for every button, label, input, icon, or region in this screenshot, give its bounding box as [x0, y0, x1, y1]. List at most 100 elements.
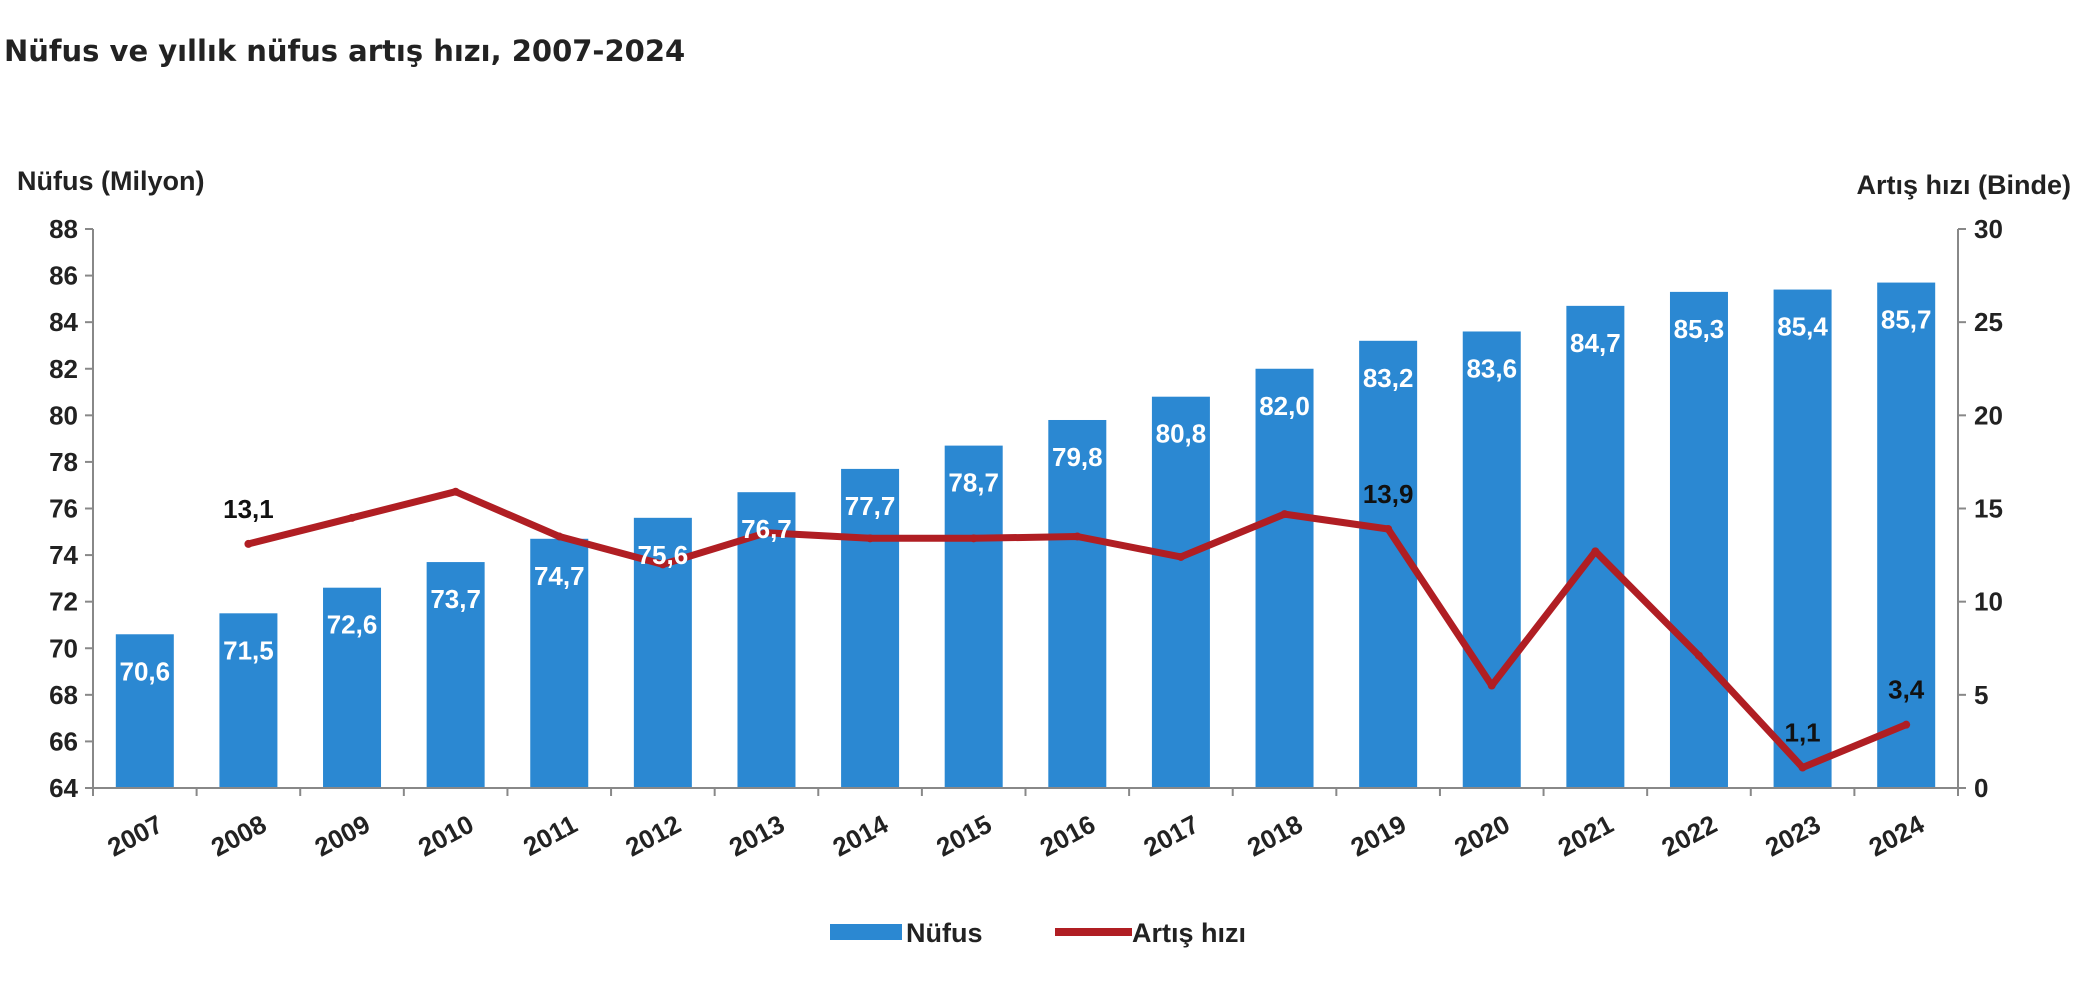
labels-layer: 70,6 71,5 72,6 73,7 74,7 75,6 76,7 77,7 78,7 79,8…: [120, 305, 1932, 748]
bar-2024: [1877, 282, 1936, 788]
y-tick-70: 70: [49, 633, 78, 663]
x-tick-2014: 2014: [828, 809, 894, 863]
x-tick-2013: 2013: [724, 809, 789, 863]
bar-2016: [1048, 419, 1107, 788]
artis-hizi-point-2017: [1176, 552, 1185, 561]
bar-label-2010: 73,7: [430, 584, 481, 614]
bar-2018: [1255, 368, 1314, 788]
bar-2008: [219, 613, 278, 788]
x-tick-2012: 2012: [621, 809, 686, 863]
x-tick-2016: 2016: [1035, 809, 1100, 863]
bar-2020: [1462, 331, 1521, 788]
x-tick-2009: 2009: [310, 809, 375, 863]
bar-2010: [426, 562, 485, 788]
legend-label-artis: Artış hızı: [1132, 918, 1246, 948]
y-tick-82: 82: [49, 354, 78, 384]
artis-hizi-point-2013: [762, 528, 771, 537]
bar-label-2020: 83,6: [1466, 353, 1517, 383]
artis-hizi-point-2008: [244, 539, 253, 548]
y-tick-72: 72: [49, 587, 78, 617]
bar-label-2008: 71,5: [223, 635, 274, 665]
bar-2009: [323, 587, 382, 788]
y-tick-68: 68: [49, 680, 78, 710]
y-tick-86: 86: [49, 261, 78, 291]
bar-label-2021: 84,7: [1570, 328, 1621, 358]
x-tick-2019: 2019: [1346, 809, 1411, 863]
y-tick-64: 64: [49, 773, 78, 803]
bar-label-2013: 76,7: [741, 514, 792, 544]
artis-hizi-point-2022: [1694, 651, 1703, 660]
x-tick-2011: 2011: [518, 809, 582, 862]
x-tick-2010: 2010: [413, 809, 478, 863]
bar-label-2009: 72,6: [327, 610, 378, 640]
y2-tick-25: 25: [1974, 307, 2003, 337]
bar-label-2019: 83,2: [1363, 363, 1414, 393]
artis-hizi-point-2016: [1073, 532, 1082, 541]
artis-hizi-point-2020: [1487, 681, 1496, 690]
artis-hizi-point-2010: [451, 487, 460, 496]
bar-label-2007: 70,6: [120, 656, 171, 686]
bar-2021: [1566, 305, 1625, 788]
x-tick-2017: 2017: [1139, 809, 1204, 863]
x-tick-2020: 2020: [1449, 809, 1514, 863]
artis-hizi-point-2011: [555, 532, 564, 541]
legend-swatch-nufus: [830, 924, 902, 940]
bar-label-2012: 75,6: [638, 540, 689, 570]
bar-label-2011: 74,7: [534, 561, 585, 591]
y2-tick-10: 10: [1974, 587, 2003, 617]
bar-2022: [1669, 291, 1728, 788]
page-title: Nüfus ve yıllık nüfus artış hızı, 2007-2…: [4, 34, 686, 68]
x-tick-2023: 2023: [1760, 809, 1825, 863]
y2-tick-15: 15: [1974, 494, 2003, 524]
y-tick-84: 84: [49, 307, 78, 337]
bar-label-2015: 78,7: [948, 468, 999, 498]
bar-2017: [1151, 396, 1210, 788]
bar-2014: [841, 468, 900, 788]
artis-hizi-point-2014: [866, 534, 875, 543]
bar-2007: [115, 634, 174, 788]
x-tick-2022: 2022: [1657, 809, 1722, 863]
y2-tick-30: 30: [1974, 214, 2003, 244]
x-tick-2015: 2015: [931, 809, 996, 863]
y2-tick-0: 0: [1974, 773, 1988, 803]
artis-hizi-point-2021: [1591, 547, 1600, 556]
y-axis-title: Nüfus (Milyon): [17, 166, 204, 196]
line-label-2008: 13,1: [223, 494, 274, 524]
artis-hizi-point-2009: [348, 513, 357, 522]
artis-hizi-point-2019: [1384, 524, 1393, 533]
x-tick-2007: 2007: [102, 809, 167, 863]
bar-label-2014: 77,7: [845, 491, 896, 521]
y2-tick-20: 20: [1974, 400, 2003, 430]
x-tick-2024: 2024: [1864, 809, 1930, 863]
x-tick-2008: 2008: [206, 809, 271, 863]
bar-label-2018: 82,0: [1259, 391, 1310, 421]
bar-label-2017: 80,8: [1156, 419, 1207, 449]
artis-hizi-point-2012: [658, 560, 667, 569]
y-tick-66: 66: [49, 726, 78, 756]
line-label-2023: 1,1: [1785, 718, 1821, 748]
bar-2011: [530, 538, 589, 788]
legend-label-nufus: Nüfus: [906, 918, 983, 948]
bars-layer: [115, 282, 1936, 788]
line-label-2024: 3,4: [1888, 675, 1925, 705]
artis-hizi-point-2015: [969, 534, 978, 543]
x-tick-2021: 2021: [1553, 809, 1618, 863]
bar-label-2022: 85,3: [1674, 314, 1725, 344]
artis-hizi-point-2023: [1798, 763, 1807, 772]
bar-label-2024: 85,7: [1881, 305, 1932, 335]
x-tick-2018: 2018: [1242, 809, 1307, 863]
line-layer: [244, 487, 1911, 772]
bar-label-2016: 79,8: [1052, 442, 1103, 472]
bar-label-2023: 85,4: [1777, 312, 1828, 342]
y-tick-88: 88: [49, 214, 78, 244]
y-tick-74: 74: [49, 540, 78, 570]
line-label-2019: 13,9: [1363, 479, 1414, 509]
bar-2015: [944, 445, 1003, 788]
y-tick-80: 80: [49, 400, 78, 430]
artis-hizi-point-2024: [1902, 720, 1911, 729]
bar-2023: [1773, 289, 1832, 788]
legend: Nüfus Artış hızı: [830, 918, 1246, 948]
y2-axis-title: Artış hızı (Binde): [1857, 170, 2072, 200]
